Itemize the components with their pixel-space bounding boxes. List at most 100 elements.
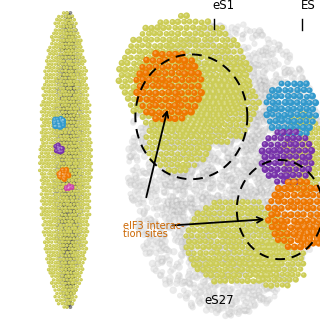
- Circle shape: [292, 176, 299, 182]
- Circle shape: [58, 165, 59, 167]
- Circle shape: [249, 211, 256, 217]
- Circle shape: [51, 125, 52, 126]
- Circle shape: [302, 223, 308, 229]
- Circle shape: [66, 299, 67, 300]
- Circle shape: [206, 151, 213, 158]
- Circle shape: [57, 151, 61, 155]
- Circle shape: [84, 227, 88, 230]
- Circle shape: [79, 223, 83, 227]
- Circle shape: [65, 141, 69, 145]
- Circle shape: [175, 143, 178, 146]
- Circle shape: [71, 84, 73, 85]
- Circle shape: [72, 45, 76, 49]
- Circle shape: [64, 234, 66, 235]
- Circle shape: [66, 80, 69, 84]
- Circle shape: [299, 205, 301, 208]
- Circle shape: [283, 49, 290, 55]
- Circle shape: [72, 109, 74, 111]
- Circle shape: [254, 189, 260, 196]
- Circle shape: [277, 157, 283, 164]
- Circle shape: [252, 136, 259, 143]
- Circle shape: [208, 57, 214, 63]
- Circle shape: [57, 21, 60, 25]
- Circle shape: [141, 215, 148, 222]
- Circle shape: [260, 96, 268, 105]
- Circle shape: [176, 196, 184, 204]
- Circle shape: [314, 224, 316, 227]
- Circle shape: [229, 37, 232, 40]
- Circle shape: [254, 33, 256, 36]
- Circle shape: [57, 138, 59, 140]
- Circle shape: [245, 199, 251, 205]
- Circle shape: [179, 182, 182, 185]
- Circle shape: [277, 93, 280, 95]
- Circle shape: [62, 182, 65, 185]
- Circle shape: [276, 280, 278, 282]
- Circle shape: [60, 83, 64, 87]
- Circle shape: [126, 97, 129, 99]
- Circle shape: [71, 131, 74, 134]
- Circle shape: [170, 86, 172, 89]
- Circle shape: [206, 132, 213, 139]
- Circle shape: [70, 21, 74, 25]
- Circle shape: [71, 139, 73, 140]
- Circle shape: [189, 236, 196, 242]
- Circle shape: [291, 98, 294, 100]
- Circle shape: [66, 12, 67, 13]
- Circle shape: [68, 255, 69, 256]
- Circle shape: [157, 178, 159, 180]
- Circle shape: [154, 206, 160, 212]
- Circle shape: [262, 233, 268, 239]
- Circle shape: [228, 221, 234, 228]
- Circle shape: [206, 284, 209, 287]
- Circle shape: [62, 121, 64, 123]
- Circle shape: [291, 146, 296, 151]
- Circle shape: [310, 162, 312, 164]
- Circle shape: [55, 292, 59, 295]
- Circle shape: [171, 121, 174, 123]
- Circle shape: [68, 268, 69, 269]
- Circle shape: [81, 268, 83, 269]
- Circle shape: [307, 247, 313, 253]
- Circle shape: [241, 91, 244, 93]
- Circle shape: [190, 24, 196, 31]
- Circle shape: [297, 224, 304, 231]
- Circle shape: [209, 237, 212, 240]
- Circle shape: [151, 157, 153, 160]
- Circle shape: [287, 127, 289, 129]
- Circle shape: [198, 189, 204, 196]
- Circle shape: [217, 89, 220, 91]
- Circle shape: [59, 108, 61, 109]
- Circle shape: [72, 158, 75, 162]
- Circle shape: [74, 220, 78, 223]
- Circle shape: [236, 204, 239, 207]
- Circle shape: [252, 234, 254, 236]
- Circle shape: [319, 131, 320, 136]
- Circle shape: [222, 276, 225, 279]
- Circle shape: [267, 150, 270, 153]
- Circle shape: [273, 93, 279, 100]
- Circle shape: [259, 236, 266, 243]
- Circle shape: [286, 179, 293, 185]
- Circle shape: [233, 134, 239, 140]
- Circle shape: [170, 118, 172, 120]
- Circle shape: [80, 169, 81, 170]
- Circle shape: [230, 127, 236, 133]
- Circle shape: [205, 203, 208, 205]
- Circle shape: [161, 208, 163, 211]
- Circle shape: [241, 262, 243, 264]
- Circle shape: [242, 89, 249, 96]
- Circle shape: [62, 292, 64, 293]
- Circle shape: [67, 172, 71, 175]
- Circle shape: [77, 186, 81, 189]
- Circle shape: [298, 94, 301, 97]
- Circle shape: [263, 268, 265, 270]
- Circle shape: [66, 149, 68, 150]
- Circle shape: [213, 89, 220, 95]
- Circle shape: [196, 94, 202, 100]
- Circle shape: [244, 251, 251, 258]
- Circle shape: [73, 224, 75, 226]
- Circle shape: [70, 96, 74, 100]
- Circle shape: [58, 220, 59, 222]
- Circle shape: [60, 196, 63, 199]
